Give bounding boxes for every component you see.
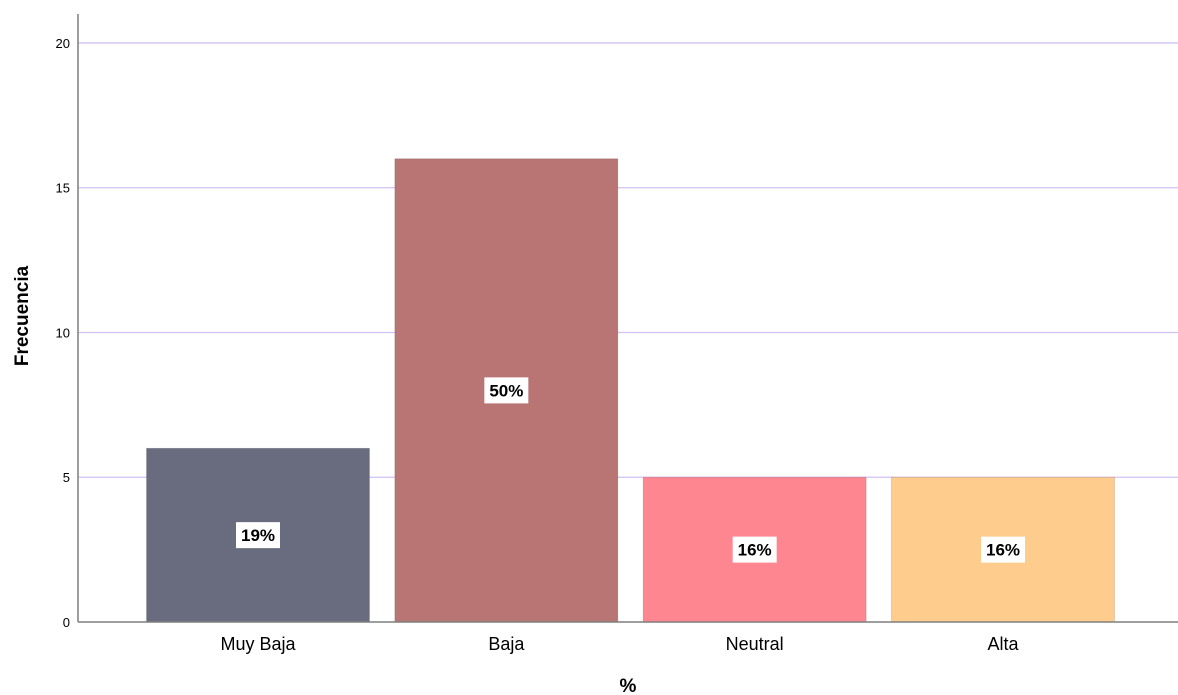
x-tick-labels: Muy Baja Baja Neutral Alta — [220, 634, 1019, 654]
x-category-label: Baja — [488, 634, 525, 654]
y-tick-label: 10 — [56, 325, 70, 340]
y-tick-label: 15 — [56, 181, 70, 196]
data-label-box — [732, 536, 777, 563]
y-tick-label: 5 — [63, 470, 70, 485]
y-tick-label: 20 — [56, 36, 70, 51]
x-axis-title: % — [620, 676, 637, 695]
data-label: 50% — [489, 381, 523, 400]
y-tick-labels: 0 5 10 15 20 — [56, 36, 70, 630]
x-category-label: Neutral — [726, 634, 784, 654]
data-label-box — [484, 377, 529, 404]
axes — [77, 14, 1178, 623]
x-category-label: Alta — [987, 634, 1019, 654]
gridlines — [78, 42, 1178, 478]
x-category-label: Muy Baja — [220, 634, 296, 654]
y-tick-label: 0 — [63, 615, 70, 630]
data-label: 16% — [738, 541, 772, 560]
bars — [146, 158, 1115, 623]
data-label: 19% — [241, 526, 275, 545]
data-labels: 19% 50% 16% 16% — [236, 377, 1025, 563]
data-label: 16% — [986, 541, 1020, 560]
y-axis-title: Frecuencia — [12, 265, 33, 366]
data-label-box — [981, 536, 1025, 563]
data-label-box — [236, 522, 280, 549]
